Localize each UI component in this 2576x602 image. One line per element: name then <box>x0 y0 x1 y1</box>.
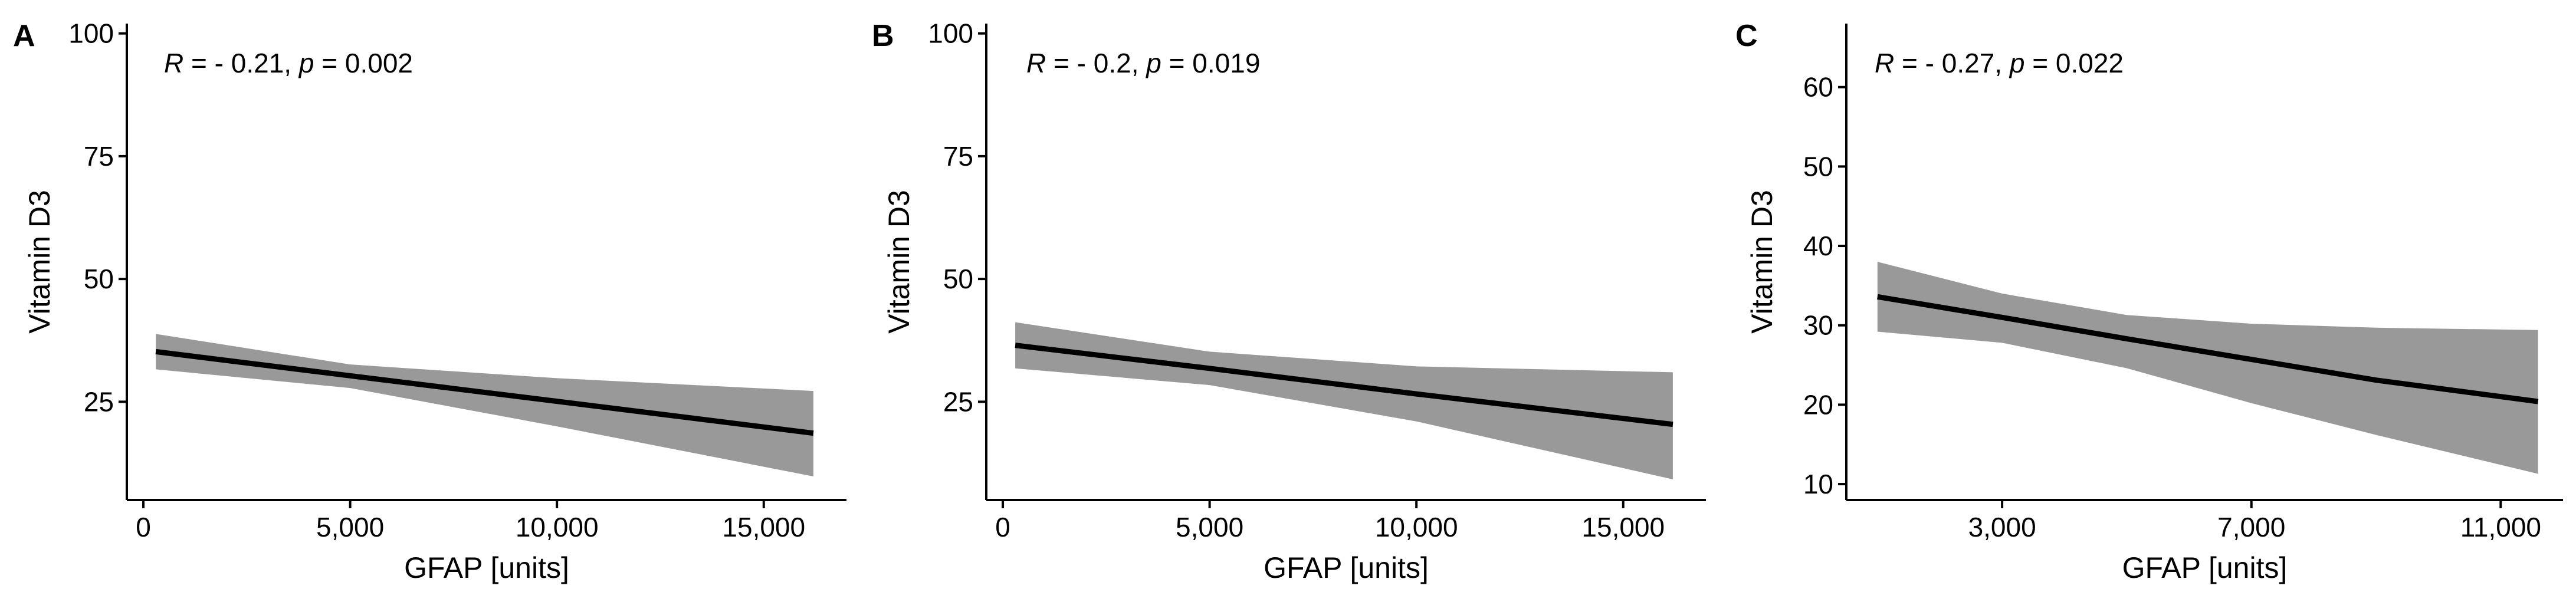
regression-line <box>1015 343 1673 427</box>
confidence-band <box>1015 322 1673 479</box>
y-tick-label: 25 <box>943 386 973 417</box>
y-tick-label: 50 <box>84 264 114 294</box>
y-tick-label: 20 <box>1803 389 1833 420</box>
y-tick-label: 40 <box>1803 231 1833 261</box>
x-tick-label: 10,000 <box>516 512 599 542</box>
x-tick-label: 15,000 <box>722 512 805 542</box>
y-tick-label: 30 <box>1803 310 1833 341</box>
x-tick-label: 10,000 <box>1375 512 1458 542</box>
x-tick-label: 0 <box>995 512 1010 542</box>
r-value: = - 0.21, <box>183 48 299 78</box>
p-symbol: p <box>1145 48 1161 78</box>
r-value: = - 0.2, <box>1046 48 1146 78</box>
regression-line <box>1877 294 2539 404</box>
panel-letter: C <box>1735 19 1758 53</box>
stats-annotation: R = - 0.2, p = 0.019 <box>1026 48 1260 78</box>
y-axis-label: Vitamin D3 <box>23 190 56 334</box>
p-value: = 0.019 <box>1161 48 1261 78</box>
r-symbol: R <box>1026 48 1046 78</box>
p-value: = 0.002 <box>314 48 413 78</box>
y-tick-label: 60 <box>1803 72 1833 103</box>
x-tick-label: 7,000 <box>2217 512 2285 542</box>
panel-c: 10 20 30 40 50 60 3,000 7,000 11,000 GFAP [units]… <box>1735 19 2563 584</box>
x-axis-label: GFAP [units] <box>1264 551 1429 584</box>
x-tick-label: 5,000 <box>316 512 384 542</box>
p-symbol: p <box>298 48 314 78</box>
x-tick-label: 11,000 <box>2460 512 2541 542</box>
y-tick-label: 75 <box>84 141 114 172</box>
r-symbol: R <box>1875 48 1894 78</box>
p-value: = 0.022 <box>2024 48 2124 78</box>
panel-letter: B <box>872 19 894 53</box>
y-axis-label: Vitamin D3 <box>882 190 915 334</box>
x-axis-label: GFAP [units] <box>404 551 569 584</box>
stats-annotation: R = - 0.27, p = 0.022 <box>1875 48 2124 78</box>
r-value: = - 0.27, <box>1894 48 2010 78</box>
y-tick-label: 50 <box>1803 151 1833 182</box>
y-tick-label: 75 <box>943 141 973 172</box>
x-tick-label: 3,000 <box>1968 512 2036 542</box>
y-tick-label: 10 <box>1803 469 1833 499</box>
x-tick-label: 0 <box>136 512 151 542</box>
r-symbol: R <box>164 48 183 78</box>
confidence-band <box>1877 262 2538 474</box>
y-tick-label: 100 <box>928 18 973 49</box>
y-tick-label: 100 <box>68 18 114 49</box>
p-symbol: p <box>2009 48 2025 78</box>
y-tick-label: 50 <box>943 264 973 294</box>
y-tick-label: 25 <box>84 386 114 417</box>
panel-a: 25 50 75 100 0 5,000 10,000 15,000 GFAP [units] V… <box>13 18 846 584</box>
confidence-band <box>156 334 813 476</box>
panel-b: 25 50 75 100 0 5,000 10,000 15,000 GFAP [units] V… <box>872 18 1706 584</box>
y-axis-label: Vitamin D3 <box>1745 190 1778 334</box>
regression-line <box>155 348 814 436</box>
x-tick-label: 15,000 <box>1581 512 1665 542</box>
stats-annotation: R = - 0.21, p = 0.002 <box>164 48 413 78</box>
x-tick-label: 5,000 <box>1176 512 1243 542</box>
panel-letter: A <box>13 19 35 53</box>
x-axis-label: GFAP [units] <box>2122 551 2288 584</box>
